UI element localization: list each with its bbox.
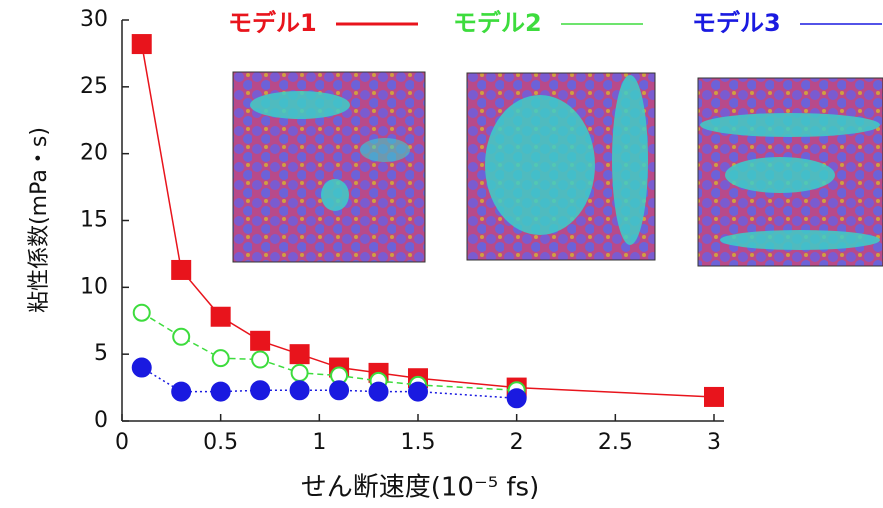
marker: [292, 365, 308, 381]
inset-region: [720, 230, 880, 250]
inset-region: [612, 75, 648, 245]
marker: [290, 344, 310, 364]
y-tick-label: 30: [80, 7, 108, 32]
marker: [213, 350, 229, 366]
marker: [704, 387, 724, 407]
inset-region: [485, 95, 595, 235]
x-tick-label: 0.5: [203, 430, 238, 455]
marker: [252, 352, 268, 368]
y-tick-label: 10: [80, 274, 108, 299]
inset-region: [700, 113, 880, 137]
marker: [133, 359, 151, 377]
marker: [508, 389, 526, 407]
marker: [132, 34, 152, 54]
marker: [171, 260, 191, 280]
x-tick-label: 2: [510, 430, 524, 455]
legend-label: モデル2: [453, 9, 542, 37]
legend-label: モデル3: [692, 9, 781, 37]
x-tick-label: 1: [312, 430, 326, 455]
inset-region: [321, 179, 349, 211]
inset-region: [250, 91, 350, 119]
marker: [134, 305, 150, 321]
y-tick-label: 5: [94, 341, 108, 366]
marker: [250, 331, 270, 351]
x-tick-label: 3: [707, 430, 721, 455]
y-tick-label: 15: [80, 208, 108, 233]
marker: [330, 381, 348, 399]
inset-region: [725, 157, 835, 193]
marker: [409, 383, 427, 401]
y-axis-title: 粘性係数(mPa・s): [27, 127, 52, 313]
marker: [251, 381, 269, 399]
y-tick-label: 20: [80, 141, 108, 166]
x-tick-label: 1.5: [401, 430, 436, 455]
series-line: [142, 313, 517, 391]
marker: [211, 307, 231, 327]
legend-label: モデル1: [228, 9, 317, 37]
chart: 粘性係数(mPa・s) せん断速度(10⁻⁵ fs) 0510152025300…: [0, 0, 883, 508]
inset-region: [360, 138, 410, 162]
x-tick-label: 0: [115, 430, 129, 455]
marker: [212, 383, 230, 401]
marker: [291, 381, 309, 399]
inset-images: [233, 72, 883, 266]
x-tick-label: 2.5: [598, 430, 633, 455]
y-tick-label: 25: [80, 74, 108, 99]
marker: [172, 383, 190, 401]
marker: [370, 383, 388, 401]
marker: [173, 329, 189, 345]
x-axis-title: せん断速度(10⁻⁵ fs): [301, 473, 539, 503]
y-tick-label: 0: [94, 408, 108, 433]
